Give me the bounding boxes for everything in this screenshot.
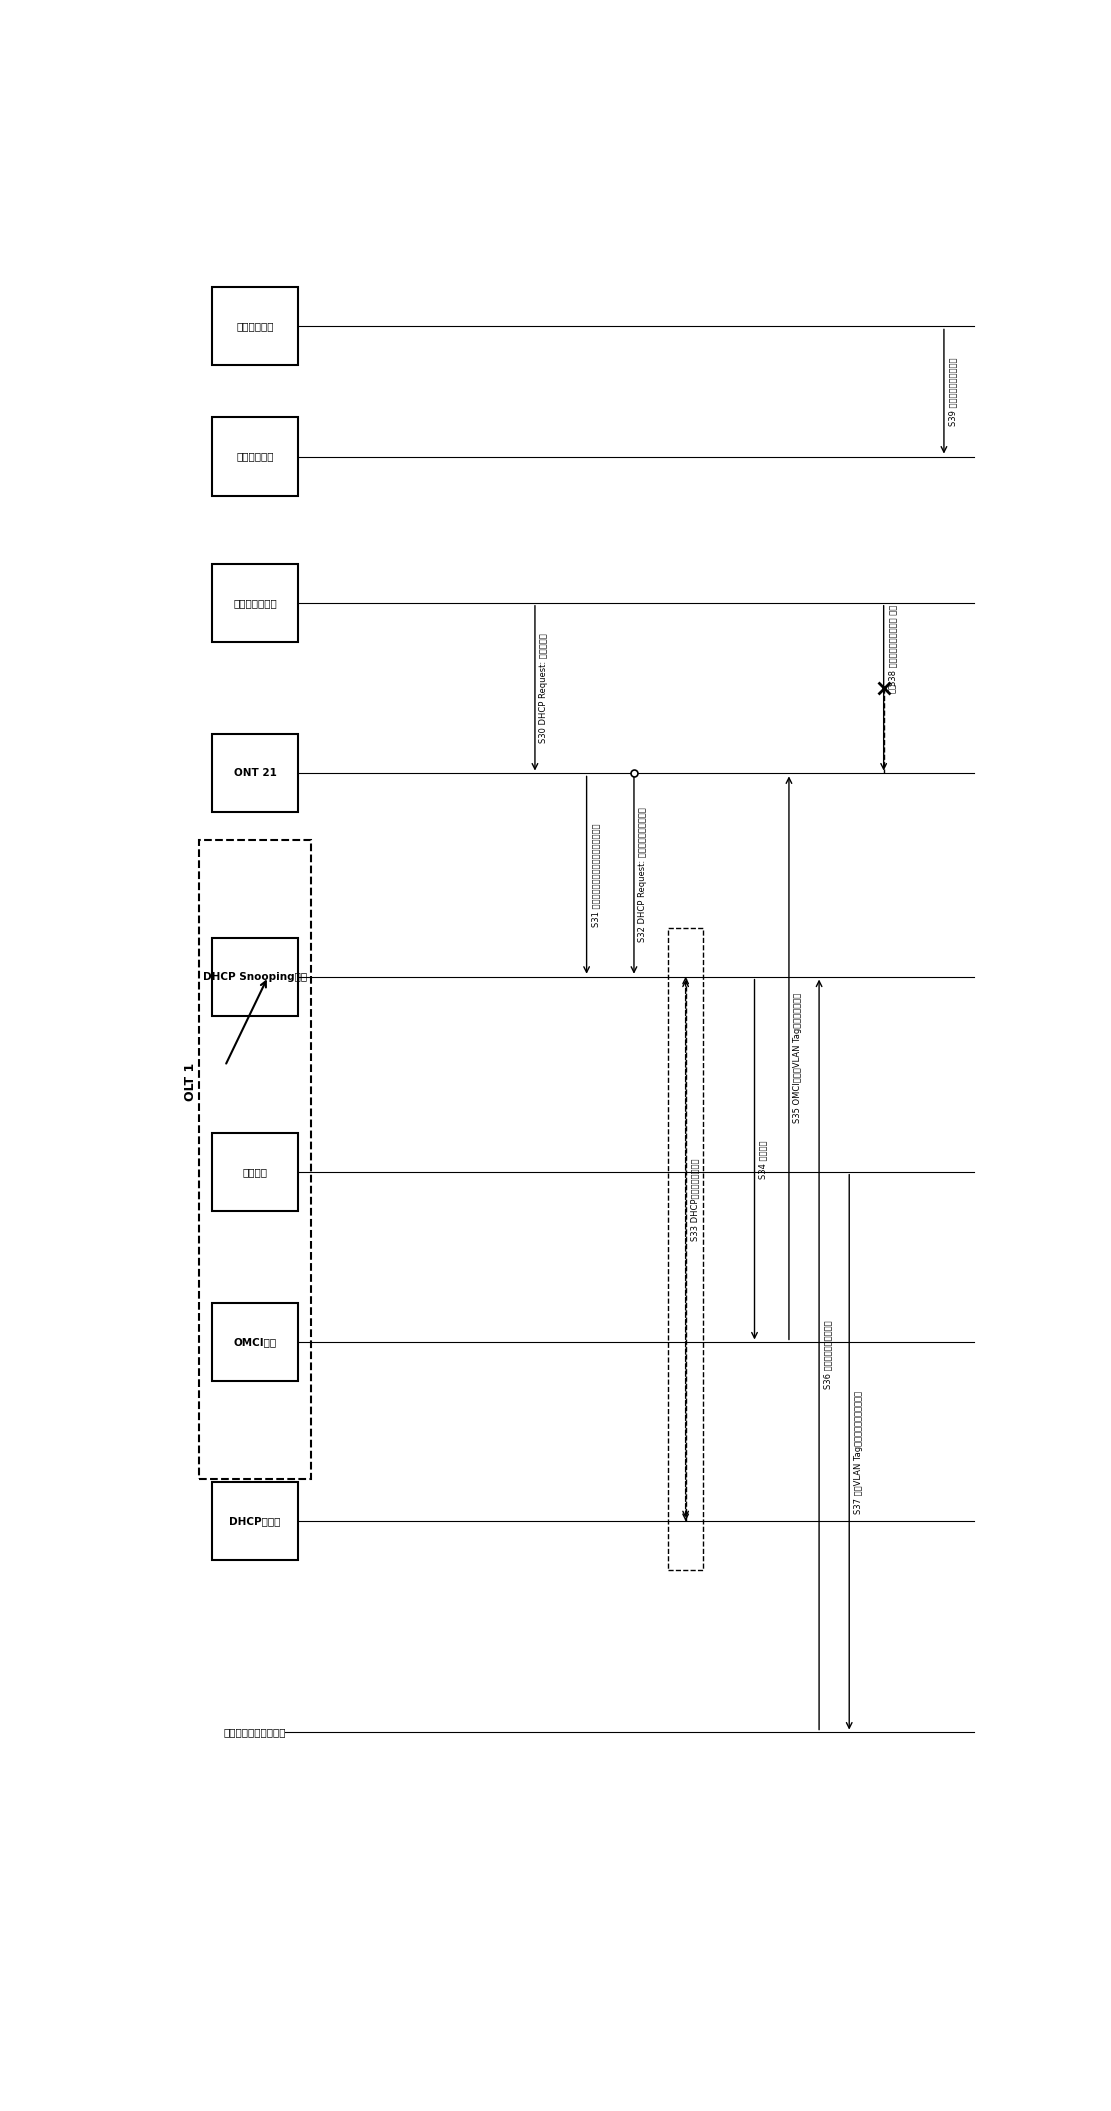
Text: OLT 1: OLT 1	[184, 1064, 197, 1102]
Text: S37 含有VLAN Tag的移动数据业务的数据流: S37 含有VLAN Tag的移动数据业务的数据流	[853, 1391, 862, 1514]
Bar	[669, 929, 703, 1571]
Text: S36 移动数据业务的数据流: S36 移动数据业务的数据流	[823, 1319, 832, 1389]
Text: S35 OMCI指令，VLAN Tag分配给相应端口: S35 OMCI指令，VLAN Tag分配给相应端口	[793, 992, 802, 1123]
Bar	[212, 937, 298, 1015]
Text: S33 DHCP协议中后续的信令: S33 DHCP协议中后续的信令	[690, 1159, 699, 1241]
Text: 飞褶窩设备３１: 飞褶窩设备３１	[233, 597, 277, 608]
Bar	[212, 1482, 298, 1560]
Text: DHCP服务器: DHCP服务器	[230, 1516, 281, 1526]
Text: OMCI单元: OMCI单元	[233, 1338, 277, 1347]
Text: S30 DHCP Request: 飞褶窩设备: S30 DHCP Request: 飞褶窩设备	[539, 633, 548, 743]
Text: S34 内部信令: S34 内部信令	[759, 1140, 768, 1178]
Text: DHCP Snooping模块: DHCP Snooping模块	[203, 971, 307, 982]
Text: S32 DHCP Request: 飞褶窩设备，该端口号: S32 DHCP Request: 飞褶窩设备，该端口号	[638, 809, 648, 942]
Text: 用户设备４１: 用户设备４１	[237, 321, 274, 331]
Text: 阻止: 阻止	[888, 684, 897, 692]
Bar	[212, 287, 298, 365]
Text: S31 在选项８２中填入相应的用户侧端口号: S31 在选项８２中填入相应的用户侧端口号	[591, 823, 600, 927]
Text: ONT 21: ONT 21	[233, 768, 277, 779]
Text: 个人电脑４１: 个人电脑４１	[237, 452, 274, 462]
Bar	[199, 840, 311, 1480]
Bar	[212, 1134, 298, 1212]
Text: S38 移动数据业务的数据流 阻止: S38 移动数据业务的数据流 阻止	[888, 606, 897, 686]
Text: 转发模块: 转发模块	[242, 1167, 268, 1176]
Bar	[212, 1302, 298, 1381]
Bar	[212, 735, 298, 813]
Bar	[212, 418, 298, 496]
Text: S39 移动数据业务的数据流: S39 移动数据业务的数据流	[949, 357, 958, 426]
Text: 飞褶窩设备，该端口号: 飞褶窩设备，该端口号	[223, 1727, 287, 1737]
Bar	[212, 564, 298, 642]
